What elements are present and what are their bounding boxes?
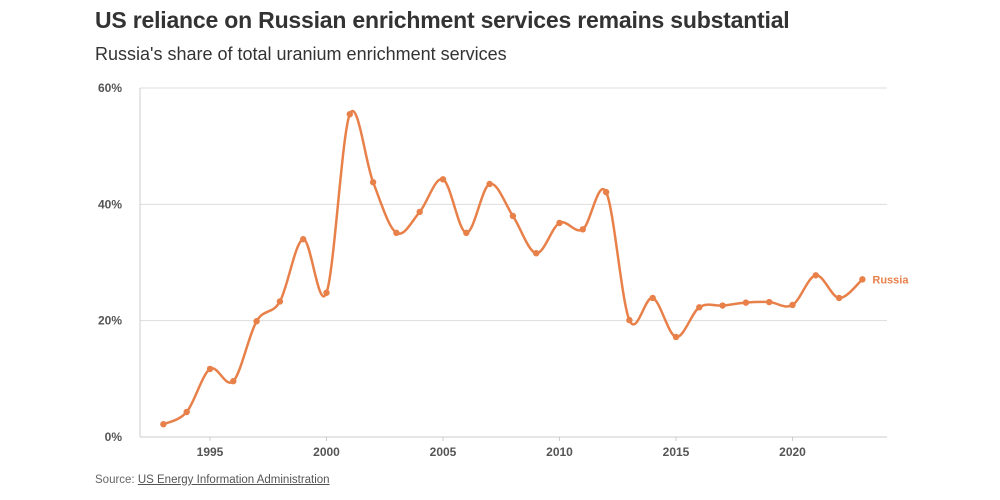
data-point: [276, 298, 284, 305]
data-point: [742, 299, 750, 306]
source-note: Source: US Energy Information Administra…: [95, 474, 330, 486]
data-point: [789, 301, 796, 309]
data-point: [206, 365, 214, 373]
data-point: [579, 226, 586, 233]
data-point: [649, 294, 656, 302]
data-point: [160, 421, 167, 428]
data-point: [393, 229, 400, 237]
chart-title: US reliance on Russian enrichment servic…: [95, 7, 790, 33]
data-point: [835, 294, 843, 302]
x-axis-ticks: 1995 2000 2005 2010 2015 2020: [197, 437, 806, 459]
y-tick-label: 40%: [98, 197, 122, 211]
data-point: [672, 333, 680, 341]
data-point: [812, 272, 819, 279]
data-point: [509, 212, 517, 220]
data-point: [323, 289, 330, 296]
gridlines: [140, 87, 887, 322]
y-tick-label: 60%: [98, 81, 122, 95]
data-point: [439, 176, 447, 183]
data-point: [859, 276, 866, 283]
axes: [139, 88, 887, 438]
series-label: Russia: [872, 274, 909, 286]
y-tick-label: 20%: [98, 314, 122, 328]
series-group: Russia: [160, 109, 909, 428]
data-point: [346, 110, 353, 118]
data-point: [183, 408, 190, 416]
data-point: [486, 180, 493, 188]
data-point: [626, 316, 633, 324]
x-tick-label: 2010: [546, 445, 573, 459]
x-tick-label: 2005: [430, 445, 457, 459]
data-point: [369, 179, 377, 186]
data-point: [602, 188, 610, 196]
data-point: [766, 298, 773, 306]
data-point: [533, 249, 540, 257]
x-tick-label: 2015: [663, 445, 690, 459]
source-link[interactable]: US Energy Information Administration: [137, 474, 330, 486]
data-point: [230, 377, 237, 385]
source-prefix: Source:: [95, 474, 138, 486]
data-point: [300, 236, 307, 243]
y-axis-ticks: 0% 20% 40% 60%: [98, 81, 122, 444]
y-tick-label: 0%: [105, 430, 123, 444]
data-point: [696, 304, 703, 311]
series-line-russia: [162, 109, 864, 426]
chart-subtitle: Russia's share of total uranium enrichme…: [95, 44, 507, 64]
x-tick-label: 2020: [779, 445, 806, 459]
data-point: [719, 302, 726, 309]
x-tick-label: 2000: [313, 445, 340, 459]
x-tick-label: 1995: [197, 445, 224, 459]
data-point: [556, 219, 563, 227]
data-point: [416, 208, 423, 216]
data-point: [253, 318, 260, 325]
data-point: [463, 229, 470, 237]
